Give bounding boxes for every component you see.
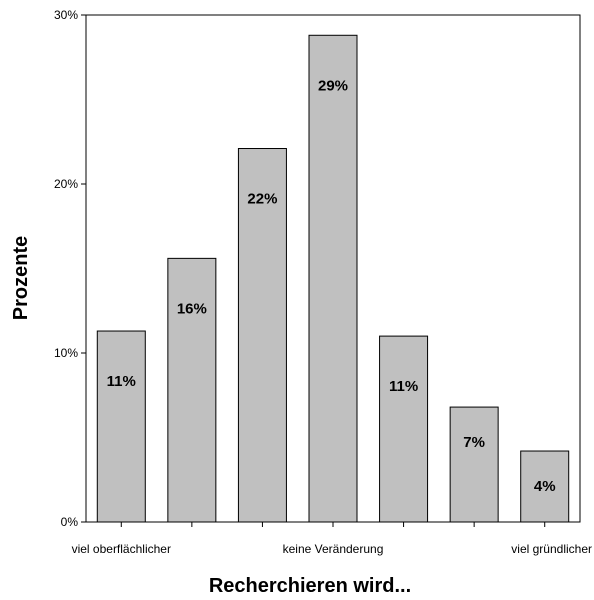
bar xyxy=(167,257,217,523)
x-axis-title: Recherchieren wird... xyxy=(209,575,411,597)
data-label: 29% xyxy=(318,77,348,94)
x-tick-label: viel gründlicher xyxy=(511,542,592,556)
y-tick-label: 10% xyxy=(54,346,78,360)
bar xyxy=(237,148,287,523)
data-label: 4% xyxy=(534,478,556,495)
bar xyxy=(379,335,429,523)
bar xyxy=(449,406,499,523)
data-label: 7% xyxy=(463,434,485,451)
y-tick-label: 20% xyxy=(54,177,78,191)
bar xyxy=(96,330,146,523)
x-tick-label: viel oberflächlicher xyxy=(72,542,171,556)
data-label: 16% xyxy=(177,300,207,317)
x-tick-labels: viel oberflächlicher keine Veränderung vie… xyxy=(72,522,592,556)
bars-group: 11% 16% 22% 29% 11% 7% 4% xyxy=(96,34,570,523)
y-axis-title: Prozente xyxy=(10,236,32,320)
x-tick-label: keine Veränderung xyxy=(283,542,384,556)
y-tick-label: 30% xyxy=(54,8,78,22)
y-tick-labels: 0% 10% 20% 30% xyxy=(54,8,86,529)
data-label: 22% xyxy=(247,191,277,208)
bar xyxy=(520,450,570,523)
data-label: 11% xyxy=(107,373,136,390)
data-label: 11% xyxy=(389,378,418,395)
y-tick-label: 0% xyxy=(61,515,79,529)
bar xyxy=(308,34,358,523)
